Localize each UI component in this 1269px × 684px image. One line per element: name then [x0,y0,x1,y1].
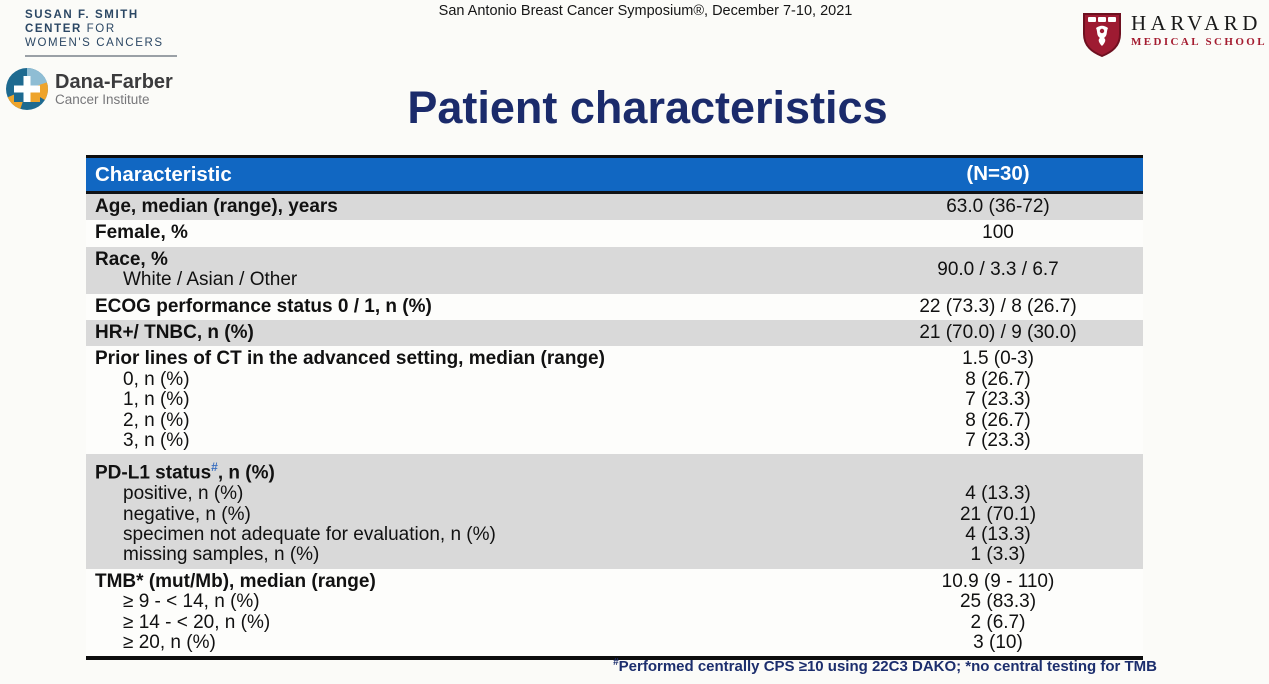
dana-farber-name: Dana-Farber [55,70,173,93]
harvard-name: HARVARD [1131,11,1262,35]
row-value: 21 (70.0) / 9 (30.0) [919,322,1077,344]
table-body: Age, median (range), years 63.0 (36-72) Fe… [86,194,1143,657]
row-value: 100 [982,222,1014,244]
row-value: 8 (26.7) [965,409,1031,431]
harvard-shield-icon [1083,13,1121,57]
table-row: PD-L1 status#, n (%) positive, n (%) 4 (13… [86,454,1143,569]
dana-farber-subtitle: Cancer Institute [55,91,150,107]
symposium-banner: San Antonio Breast Cancer Symposium®, De… [438,3,853,19]
row-value: 25 (83.3) [959,591,1037,613]
row-label: HR+/ TNBC, n (%) [95,322,254,344]
row-label: ≥ 9 - < 14, n (%) [123,591,260,613]
header-characteristic: Characteristic [95,162,232,186]
row-value: 7 (23.3) [965,389,1031,411]
row-label: Female, % [95,222,188,244]
table-row: HR+/ TNBC, n (%) 21 (70.0) / 9 (30.0) [86,320,1143,347]
harvard-subtitle: MEDICAL SCHOOL [1131,36,1267,48]
table-header-row: Characteristic (N=30) [86,158,1143,194]
harvard-medical-school-logo: HARVARD MEDICAL SCHOOL [1082,12,1267,57]
row-label: specimen not adequate for evaluation, n … [123,524,496,546]
row-value: 4 (13.3) [965,524,1031,546]
row-label: PD-L1 status#, n (%) [95,460,275,484]
row-label: positive, n (%) [123,483,244,505]
row-label: Race, % [95,248,168,270]
row-value: 2 (6.7) [970,611,1026,633]
row-label: ≥ 14 - < 20, n (%) [123,611,271,633]
patient-characteristics-table: Characteristic (N=30) Age, median (range… [86,155,1143,661]
footnote-text: Performed centrally CPS ≥10 using 22C3 D… [618,658,1157,675]
row-label: ≥ 20, n (%) [123,632,216,654]
divider-line [25,55,177,57]
dana-farber-logo: Dana-Farber Cancer Institute [6,68,173,110]
row-label: 3, n (%) [123,430,190,452]
row-value: 1 (3.3) [970,544,1026,566]
label-superscript: # [211,460,218,475]
row-value: 22 (73.3) / 8 (26.7) [919,295,1077,317]
row-label: Prior lines of CT in the advanced settin… [95,348,605,370]
footnote-sup: # [613,657,619,668]
susan-smith-center-block: SUSAN F. SMITH CENTER FOR WOMEN'S CANCER… [25,8,177,57]
row-label: 0, n (%) [123,368,190,390]
table-row: Female, % 100 [86,220,1143,247]
row-value: 63.0 (36-72) [946,196,1050,217]
row-value: 90.0 / 3.3 / 6.7 [937,259,1059,281]
row-label: ECOG performance status 0 / 1, n (%) [95,295,432,317]
dana-farber-circle-icon [6,68,48,110]
row-value: 1.5 (0-3) [962,348,1034,370]
row-label: missing samples, n (%) [123,544,320,566]
susan-smith-line1: SUSAN F. SMITH [25,9,139,21]
header-n: (N=30) [966,162,1030,186]
susan-smith-line3: WOMEN'S CANCERS [25,37,164,49]
row-value [853,457,1143,484]
row-value: 8 (26.7) [965,368,1031,390]
row-value: 21 (70.1) [959,503,1037,525]
row-label: Age, median (range), years [95,196,338,217]
row-label: 1, n (%) [123,389,190,411]
row-value: 3 (10) [973,632,1023,654]
row-label: TMB* (mut/Mb), median (range) [95,570,376,592]
susan-smith-line2: CENTER FOR [25,23,116,35]
row-label: 2, n (%) [123,409,190,431]
table-row: ECOG performance status 0 / 1, n (%) 22 (… [86,293,1143,321]
table-row: Race, % White / Asian / Other 90.0 / 3.3 /… [86,246,1143,294]
row-label: White / Asian / Other [123,269,298,291]
page-title: Patient characteristics [407,82,888,133]
row-label: negative, n (%) [123,503,251,525]
row-value: 4 (13.3) [965,483,1031,505]
table-row: TMB* (mut/Mb), median (range) 10.9 (9 - 1… [86,568,1143,657]
footnote: #Performed centrally CPS ≥10 using 22C3 … [613,657,1157,675]
table-row: Age, median (range), years 63.0 (36-72) [86,194,1143,221]
row-value: 10.9 (9 - 110) [941,570,1055,592]
row-value: 7 (23.3) [965,430,1031,452]
table-row: Prior lines of CT in the advanced settin… [86,346,1143,455]
